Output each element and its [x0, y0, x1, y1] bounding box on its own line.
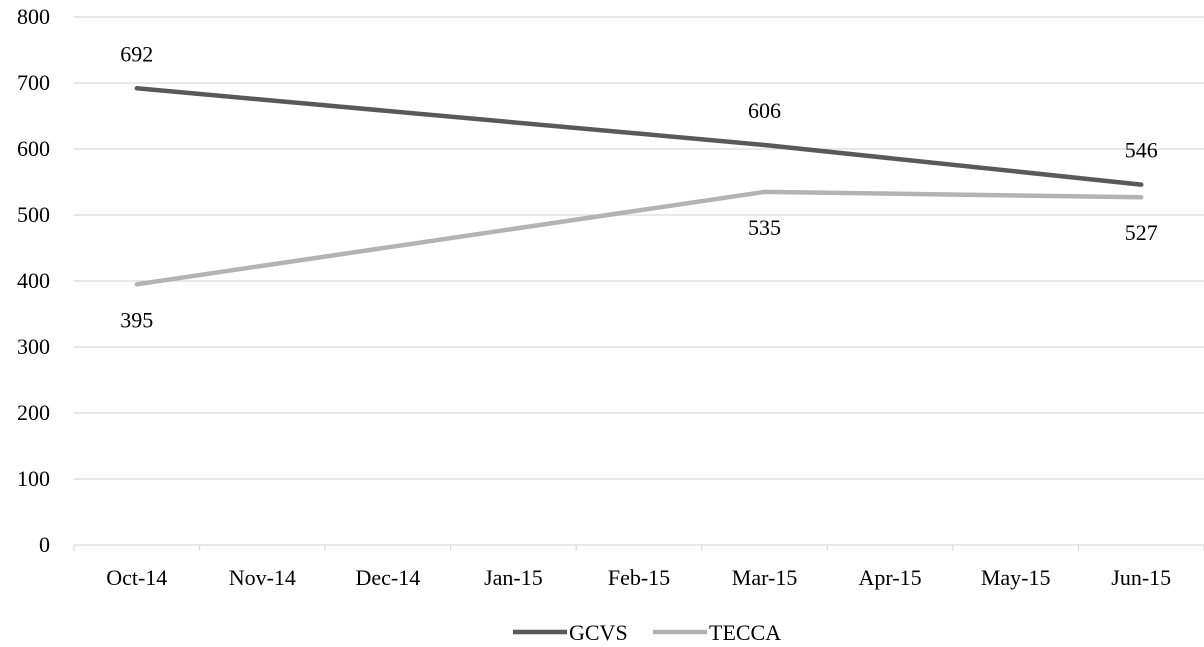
y-tick-label: 400 — [17, 268, 50, 293]
data-labels: 692 606 546 395 535 527 — [120, 41, 1157, 332]
x-tick-label: Jun-15 — [1111, 565, 1171, 590]
x-tick-label: May-15 — [981, 565, 1051, 590]
x-tick-label: Feb-15 — [608, 565, 670, 590]
gridlines — [74, 16, 1204, 480]
x-tick-label: Jan-15 — [484, 565, 543, 590]
x-tick-label: Mar-15 — [732, 565, 798, 590]
data-label: 527 — [1125, 220, 1158, 245]
y-tick-label: 500 — [17, 202, 50, 227]
legend-label-tecca: TECCA — [709, 620, 781, 645]
y-tick-label: 300 — [17, 334, 50, 359]
data-label: 546 — [1125, 138, 1158, 163]
x-tick-label: Nov-14 — [229, 565, 296, 590]
legend-label-gcvs: GCVS — [569, 620, 628, 645]
y-tick-label: 600 — [17, 136, 50, 161]
x-tick-label: Oct-14 — [106, 565, 167, 590]
y-tick-label: 700 — [17, 70, 50, 95]
x-tick-label: Apr-15 — [859, 565, 922, 590]
data-label: 395 — [120, 307, 153, 332]
series-line-tecca — [134, 189, 1144, 287]
data-label: 692 — [120, 41, 153, 66]
x-tick-label: Dec-14 — [356, 565, 421, 590]
series-lines — [134, 86, 1144, 287]
y-tick-label: 800 — [17, 4, 50, 29]
series-line-gcvs — [134, 86, 1144, 187]
y-tick-label: 100 — [17, 466, 50, 491]
y-tick-label: 200 — [17, 400, 50, 425]
axes: 0 100 200 300 400 500 600 700 800 Oct-14 Nov-14 Dec… — [17, 4, 1204, 590]
legend: GCVS TECCA — [513, 620, 781, 645]
data-label: 606 — [748, 98, 781, 123]
y-tick-label: 0 — [39, 532, 50, 557]
data-label: 535 — [748, 215, 781, 240]
